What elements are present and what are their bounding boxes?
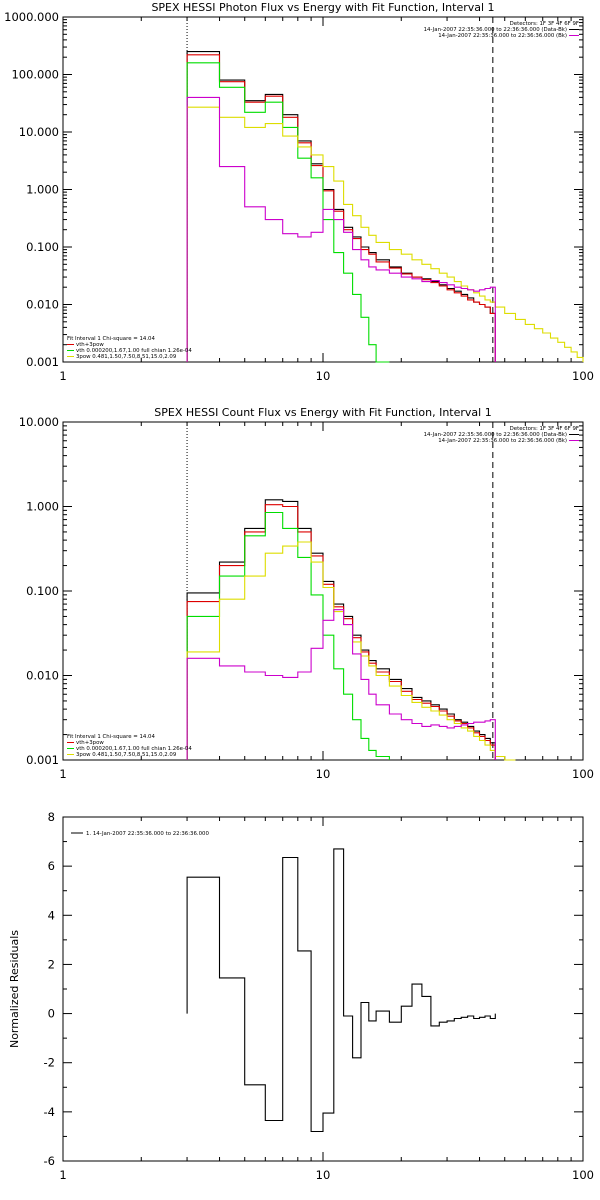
y-axis: 0.001 0.010 0.100 1.000 10.000 100.000 1000.00… [4,10,583,369]
x-tick-label: 1 [59,1168,66,1182]
x-axis: 1 10 100 [59,817,594,1182]
x-tick-label: 100 [572,1168,594,1182]
y-tick-label: 6 [48,859,55,873]
series-line-3 [186,541,516,761]
series-line-4 [186,609,496,760]
fit-legend-item: 3pow 0.481,1.50,7.50,8.51,15.0,2.09 [76,752,177,758]
y-axis-label: Normalized Residuals [8,930,21,1048]
info-line: 14-Jan-2007 22:35:36.000 to 22:36:36.000… [438,33,567,39]
y-tick-label: 0.001 [26,355,59,369]
x-tick-label: 10 [316,369,331,383]
info-line: 14-Jan-2007 22:35:36.000 to 22:36:36.000… [424,432,567,438]
y-tick-label: -2 [44,1056,55,1070]
count-flux-panel: SPEX HESSI Count Flux vs Energy with Fit… [19,406,594,781]
x-axis: 1 10 100 [59,17,594,383]
y-tick-label: 2 [48,957,55,971]
y-tick-label: 1000.000 [4,10,59,24]
series-group [186,51,584,363]
y-tick-label: -6 [44,1154,55,1168]
series-line-0 [186,499,496,760]
y-tick-label: 0.100 [26,584,59,598]
x-tick-label: 10 [316,1168,331,1182]
info-line: 14-Jan-2007 22:35:36.000 to 22:36:36.000… [424,27,567,33]
y-tick-label: 10.000 [19,415,59,429]
fit-legend-header: Fit Interval 1 Chi-square = 14.04 [67,336,155,342]
x-tick-label: 1 [59,767,66,781]
plot-frame [62,421,584,761]
fit-legend: Fit Interval 1 Chi-square = 14.04vth+3po… [67,734,192,758]
y-axis: -6 -4 -2 0 2 4 6 8 [44,810,583,1168]
info-line: Detectors: 1F 3F 4F 6F 9F [510,426,579,432]
info-line: 14-Jan-2007 22:35:36.000 to 22:36:36.000… [438,438,567,444]
plot-frame [62,816,584,1162]
fit-legend: Fit Interval 1 Chi-square = 14.04vth+3po… [67,336,192,360]
y-tick-label: 8 [48,810,55,824]
residuals-panel: 1 10 100 -6 -4 -2 0 2 4 6 8 Normalized Residuals 1. … [8,810,594,1182]
fit-legend-item: vth+3pow [76,342,104,348]
x-tick-label: 100 [572,767,594,781]
x-axis: 1 10 100 [59,422,594,781]
fit-legend-item: vth+3pow [76,740,104,746]
series-line-0 [186,848,496,1133]
series-line-2 [186,511,390,760]
series-line-1 [186,504,496,760]
photon-flux-panel: SPEX HESSI Photon Flux vs Energy with Fi… [4,1,594,383]
y-tick-label: 0.100 [26,240,59,254]
residual-legend: 1. 14-Jan-2007 22:35:36.000 to 22:36:36.… [71,831,209,837]
y-tick-label: 0.010 [26,669,59,683]
y-tick-label: 1.000 [26,500,59,514]
x-tick-label: 10 [316,767,331,781]
fit-legend-item: vth 0.000200,1.67,1.00 full chian 1.26e-… [76,746,192,752]
series-line-0 [186,51,496,362]
series-group [186,848,496,1133]
legend-entry: 1. 14-Jan-2007 22:35:36.000 to 22:36:36.… [86,831,209,837]
series-line-2 [186,62,390,363]
fit-legend-item: 3pow 0.481,1.50,7.50,8.51,15.0,2.09 [76,354,177,360]
y-tick-label: -4 [44,1105,55,1119]
y-tick-label: 0 [48,1007,55,1021]
chart-title: SPEX HESSI Photon Flux vs Energy with Fi… [151,1,494,14]
x-tick-label: 100 [572,369,594,383]
series-group [186,499,516,761]
fit-legend-item: vth 0.000200,1.67,1.00 full chian 1.26e-… [76,348,192,354]
series-line-3 [186,106,584,362]
y-axis: 0.001 0.010 0.100 1.000 10.000 [19,415,583,767]
fit-legend-header: Fit Interval 1 Chi-square = 14.04 [67,734,155,740]
y-tick-label: 0.010 [26,298,59,312]
y-tick-label: 0.001 [26,753,59,767]
y-tick-label: 4 [48,908,55,922]
series-line-1 [186,54,496,362]
y-tick-label: 10.000 [19,125,59,139]
chart-title: SPEX HESSI Count Flux vs Energy with Fit… [154,406,491,419]
info-line: Detectors: 1F 3F 4F 6F 9F [510,21,579,27]
x-tick-label: 1 [59,369,66,383]
series-line-4 [186,96,496,362]
y-tick-label: 100.000 [11,68,59,82]
y-tick-label: 1.000 [26,183,59,197]
